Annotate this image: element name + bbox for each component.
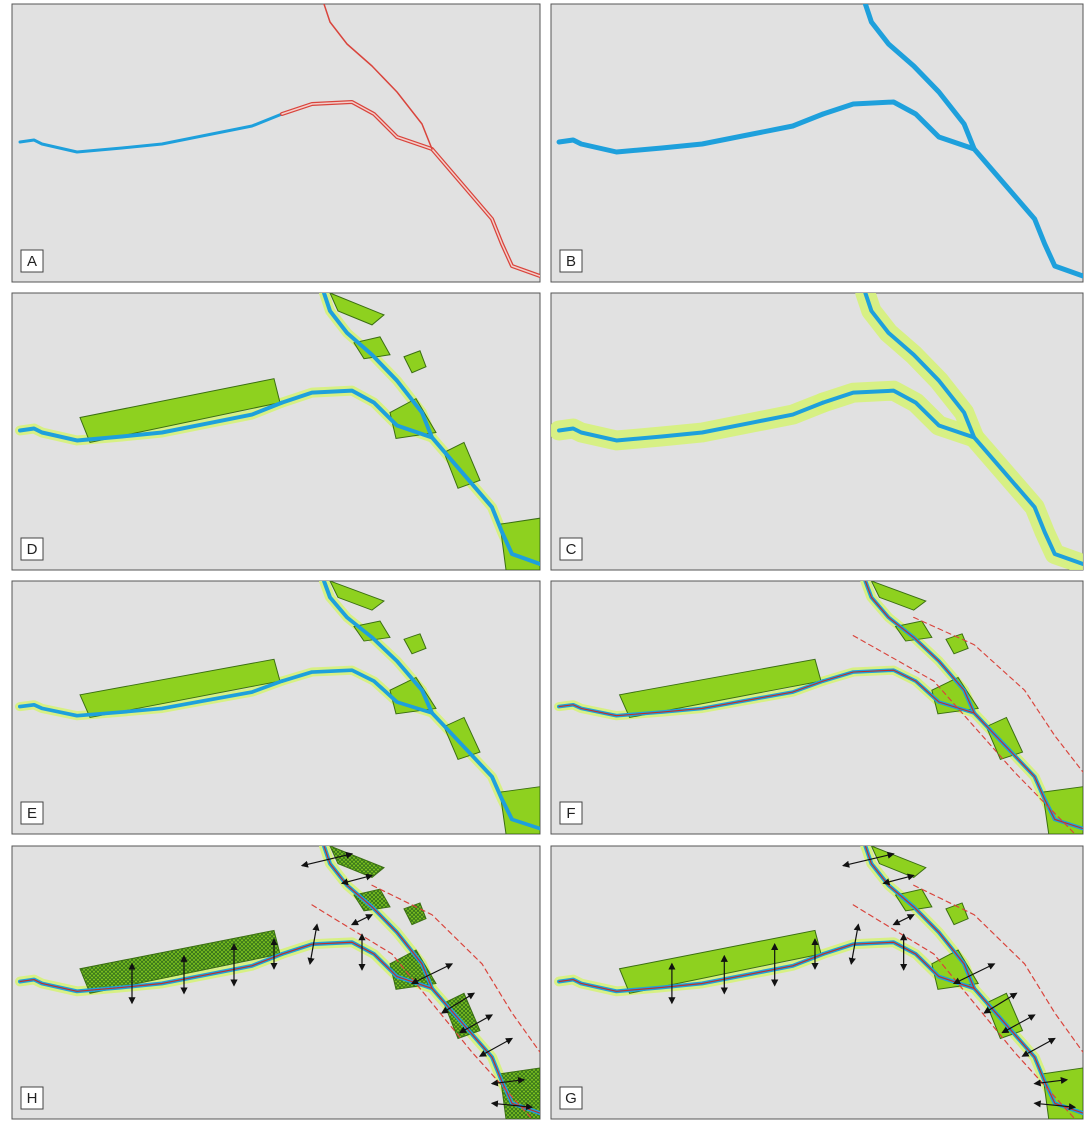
map-panel: G [551,846,1083,1119]
map-panel: F [551,581,1083,834]
map-panel: C [551,293,1083,570]
map-panel: D [12,293,540,570]
map-panel: B [551,4,1083,282]
figure: A B D C E F H G [0,0,1089,1123]
map-panel: A [12,4,540,282]
panel-label: F [566,805,575,822]
page: ABDCEFHG (() => { const data = JSON.pars… [0,0,1089,1123]
panel-background [551,4,1083,282]
panel-label: E [27,805,37,822]
panel-label: A [27,253,37,270]
map-panel: H [12,846,540,1119]
panel-label: H [27,1090,38,1107]
panel-label: G [565,1090,577,1107]
panel-label: D [27,541,38,558]
panel-background [12,4,540,282]
panel-label: B [566,253,576,270]
map-panel: E [12,581,540,834]
panel-label: C [566,541,577,558]
